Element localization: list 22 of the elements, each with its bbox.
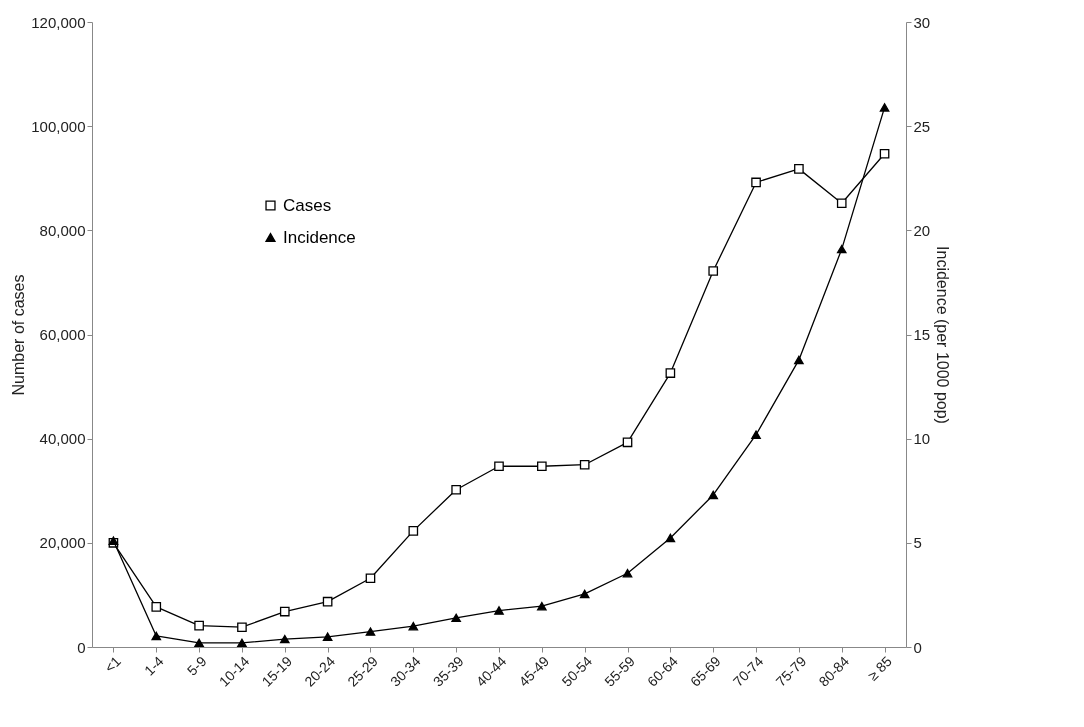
- y2-tick-label: 30: [913, 13, 931, 31]
- y-tick-label: 0: [77, 638, 86, 656]
- y2-tick-label: 25: [913, 117, 931, 135]
- y-tick-label: 40,000: [39, 430, 86, 448]
- x-tick-label: ≥ 85: [864, 652, 896, 684]
- legend-label: Cases: [283, 195, 332, 215]
- y-tick-label: 20,000: [39, 534, 86, 552]
- y2-tick-label: 10: [913, 430, 931, 448]
- x-tick-label: 5-9: [183, 652, 210, 679]
- y-axis-title: Number of cases: [10, 274, 28, 396]
- y2-tick-label: 0: [913, 638, 922, 656]
- y2-tick-label: 20: [913, 221, 931, 239]
- x-tick-label: <1: [101, 652, 124, 676]
- y2-axis-title: Incidence (per 1000 pop): [934, 246, 952, 424]
- y2-tick-label: 5: [913, 534, 922, 552]
- x-tick-label: 1-4: [141, 652, 167, 679]
- y-tick-label: 60,000: [39, 326, 86, 343]
- y-tick-label: 120,000: [31, 13, 86, 31]
- y2-tick-label: 15: [913, 326, 931, 343]
- legend-label: Incidence: [283, 227, 356, 247]
- y-tick-label: 80,000: [39, 221, 86, 239]
- y-tick-label: 100,000: [31, 117, 86, 135]
